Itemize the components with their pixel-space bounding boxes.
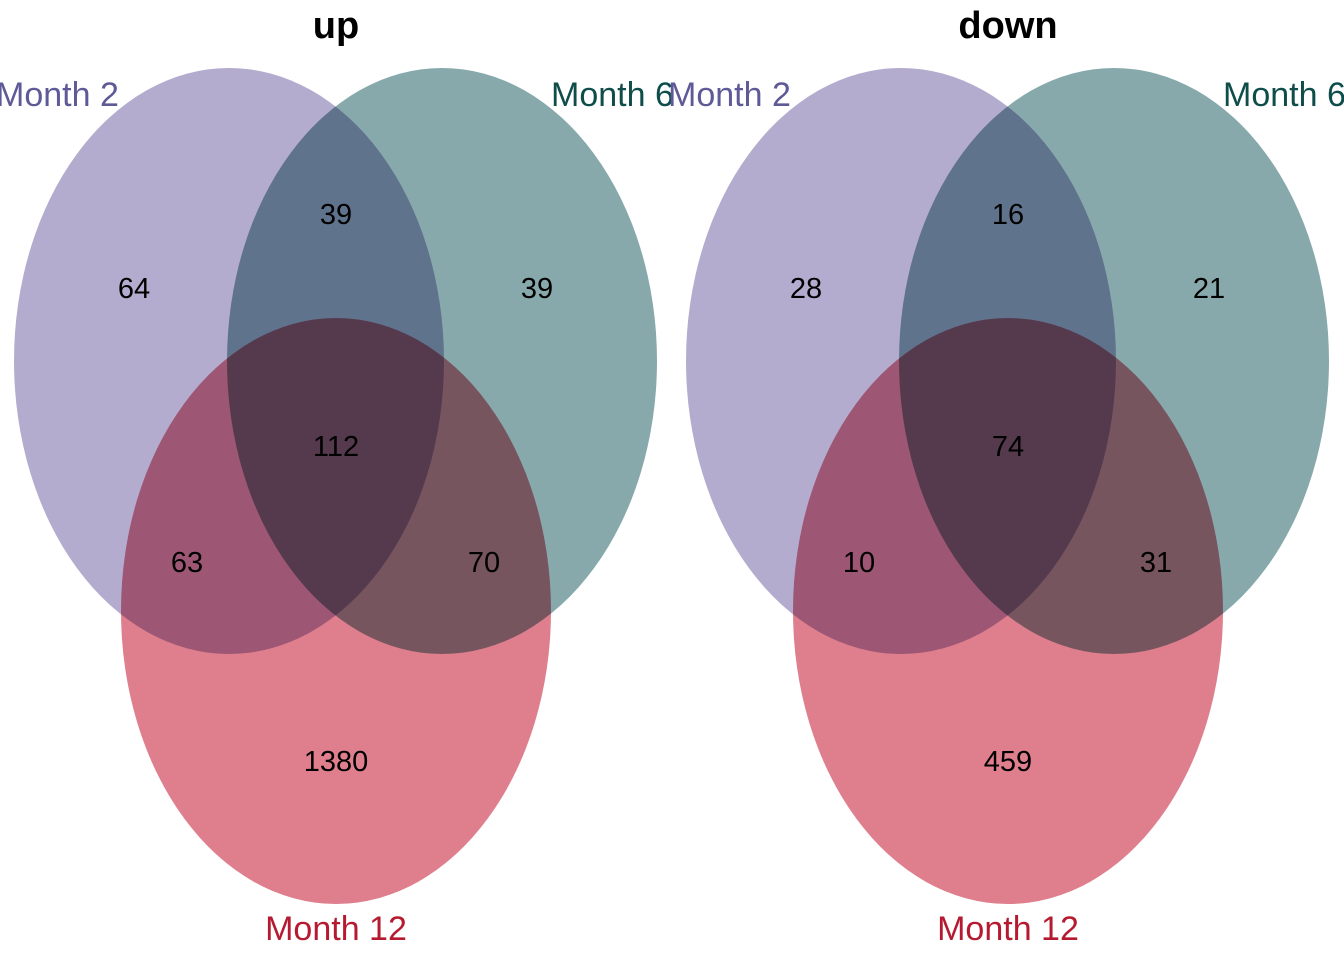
set-label-month-6: Month 6 xyxy=(1223,76,1344,114)
count-month-6-and-12: 70 xyxy=(468,547,500,579)
count-month-2-and-6: 16 xyxy=(992,199,1024,231)
count-month-2-only: 64 xyxy=(118,273,150,305)
set-label-month-2: Month 2 xyxy=(0,76,119,114)
count-all-three: 112 xyxy=(313,431,359,463)
count-month-2-only: 28 xyxy=(790,273,822,305)
set-label-month-6: Month 6 xyxy=(551,76,674,114)
count-month-12-only: 459 xyxy=(984,746,1032,778)
venn-panel-up: up Month 2 Month 6 Month 12 64 39 1380 3… xyxy=(0,5,674,948)
venn-circles xyxy=(686,68,1329,904)
count-all-three: 74 xyxy=(992,431,1024,463)
set-ellipse-month-12 xyxy=(793,318,1223,904)
count-month-6-only: 39 xyxy=(521,273,553,305)
count-month-2-and-6: 39 xyxy=(320,199,352,231)
panel-title: down xyxy=(958,5,1057,47)
count-month-2-and-12: 10 xyxy=(843,547,875,579)
set-label-month-12: Month 12 xyxy=(265,910,407,948)
venn-panel-down: down Month 2 Month 6 Month 12 28 21 459 … xyxy=(668,5,1344,948)
panel-title: up xyxy=(313,5,359,47)
set-label-month-12: Month 12 xyxy=(937,910,1079,948)
set-ellipse-month-12 xyxy=(121,318,551,904)
count-month-6-and-12: 31 xyxy=(1140,547,1172,579)
count-month-6-only: 21 xyxy=(1193,273,1225,305)
count-month-12-only: 1380 xyxy=(304,746,369,778)
set-label-month-2: Month 2 xyxy=(668,76,791,114)
count-month-2-and-12: 63 xyxy=(171,547,203,579)
venn-circles xyxy=(14,68,657,904)
